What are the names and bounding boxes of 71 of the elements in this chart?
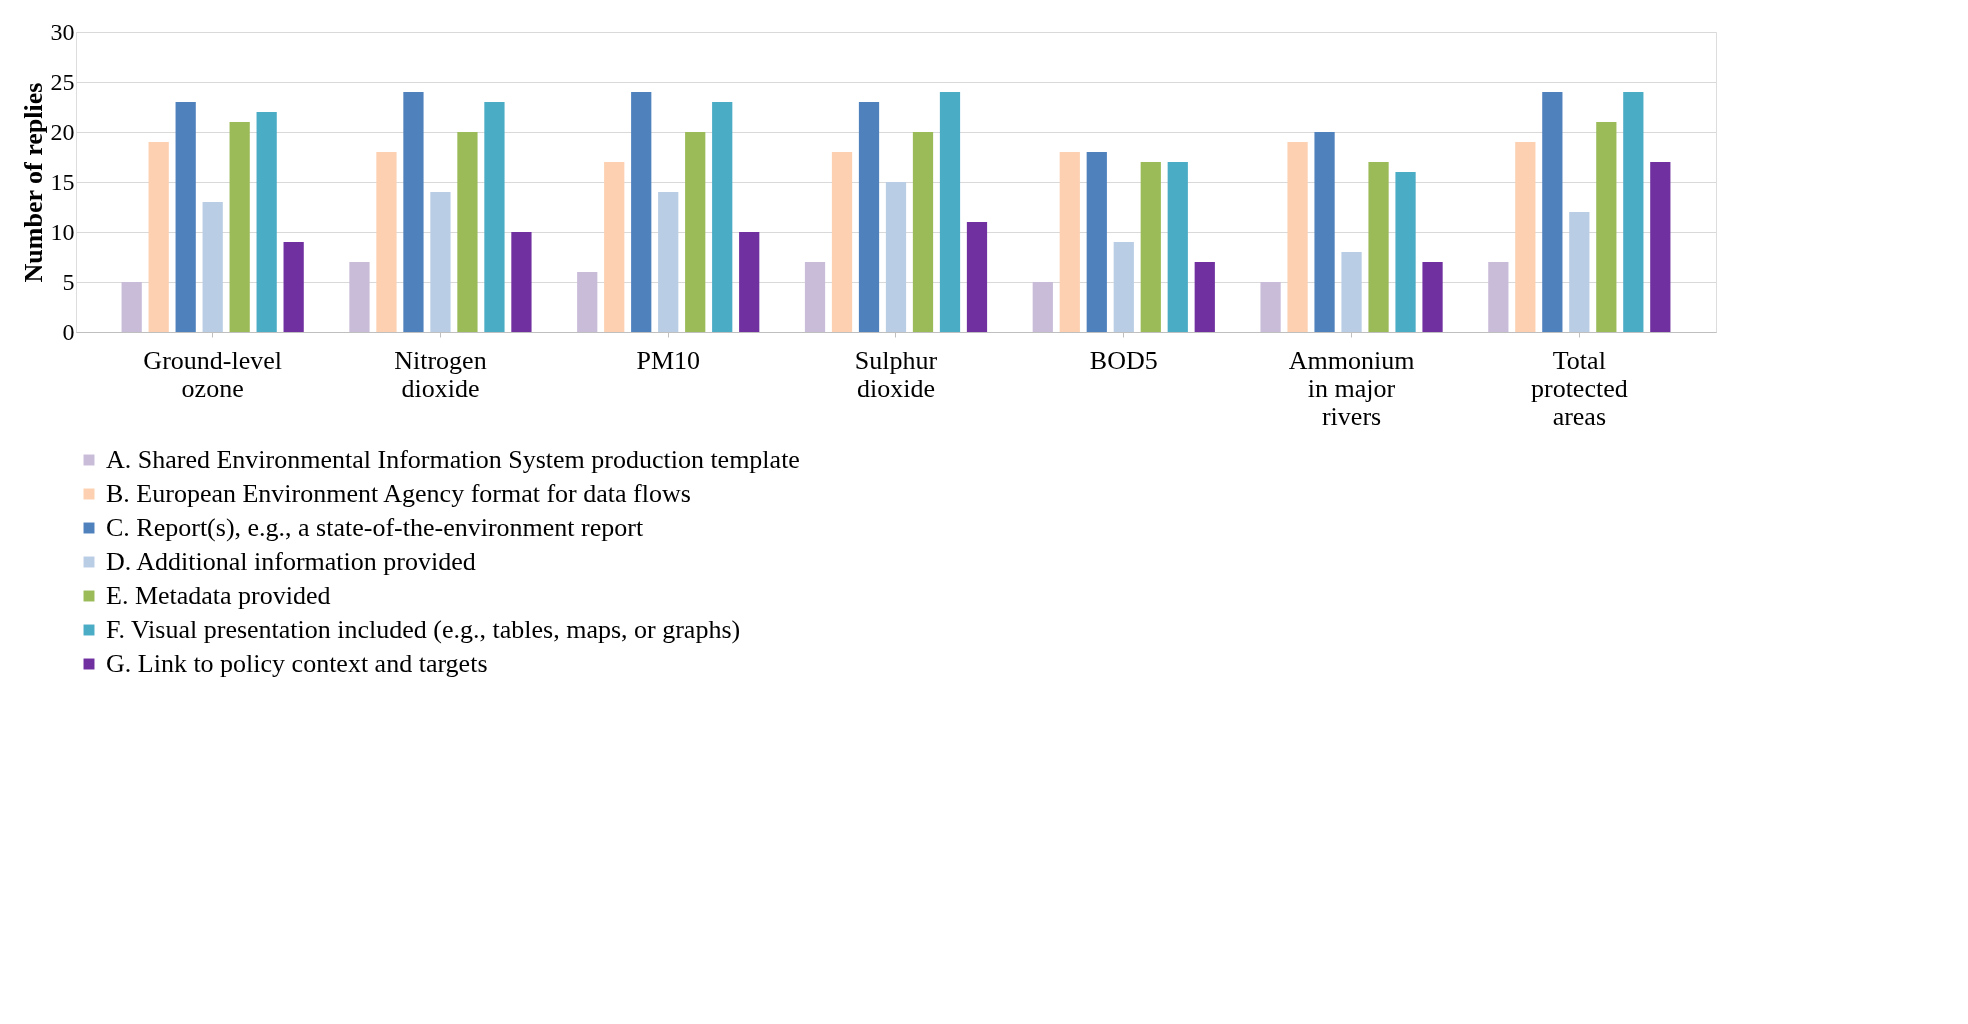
legend-label: E. Metadata provided: [106, 581, 331, 610]
bar: [1542, 92, 1563, 332]
bar: [1422, 262, 1443, 332]
bar: [1314, 132, 1335, 332]
y-tick-label: 0: [62, 318, 75, 345]
bar: [1260, 282, 1281, 332]
legend-label: G. Link to policy context and targets: [106, 649, 488, 678]
y-tick-label: 10: [50, 218, 75, 245]
bar: [658, 192, 679, 332]
bar: [175, 102, 196, 332]
bar: [1596, 122, 1617, 332]
bar: [511, 232, 532, 332]
x-tick-label: Ground-level ozone: [143, 345, 282, 403]
x-tick-label: Total protected areas: [1530, 345, 1628, 431]
legend-label: D. Additional information provided: [106, 547, 476, 576]
bar: [1086, 152, 1107, 332]
bar: [1569, 212, 1590, 332]
legend-label: A. Shared Environmental Information System production template: [106, 445, 800, 474]
bar: [283, 242, 304, 332]
bar: [804, 262, 826, 332]
bar: [349, 262, 370, 332]
y-tick-label: 20: [50, 118, 75, 145]
bar: [1140, 162, 1161, 332]
bar: [457, 132, 478, 332]
legend-label: C. Report(s), e.g., a state-of-the-environment report: [106, 513, 644, 542]
bar: [202, 202, 223, 332]
bar: [121, 282, 142, 332]
bar: [1368, 162, 1389, 332]
bar: [1113, 242, 1134, 332]
bar: [604, 162, 625, 332]
y-tick-label: 5: [62, 268, 75, 295]
bar: [739, 232, 760, 332]
bar: [1623, 92, 1644, 332]
bar: [256, 112, 277, 332]
bar: [229, 122, 250, 332]
bar: [831, 152, 853, 332]
bar: [1287, 142, 1308, 332]
bar: [1059, 152, 1080, 332]
bar: [577, 272, 598, 332]
legend-label: F. Visual presentation included (e.g., tables, maps, or graphs): [106, 615, 741, 644]
bar: [912, 132, 934, 332]
bar: [858, 102, 880, 332]
bar: [376, 152, 397, 332]
bar: [939, 92, 961, 332]
bar: [430, 192, 451, 332]
y-tick-label: 15: [50, 168, 75, 195]
bar: [631, 92, 652, 332]
y-tick-label: 25: [50, 68, 75, 95]
x-tick-label: PM10: [636, 345, 701, 375]
bar: [1167, 162, 1188, 332]
bar: [1395, 172, 1416, 332]
bar: [1650, 162, 1671, 332]
bar: [966, 222, 988, 332]
bar: [1341, 252, 1362, 332]
bar: [1515, 142, 1536, 332]
y-tick-label: 30: [50, 18, 75, 45]
x-tick-label: Nitrogen dioxide: [394, 345, 487, 403]
bar: [148, 142, 169, 332]
bar: [885, 182, 907, 332]
bar: [403, 92, 424, 332]
bar: [484, 102, 505, 332]
x-tick-label: Sulphur dioxide: [854, 345, 938, 403]
bar: [1032, 282, 1053, 332]
x-tick-label: Ammonium in major rivers: [1288, 345, 1415, 431]
y-axis-title: Number of replies: [18, 82, 48, 283]
x-tick-label: BOD5: [1089, 345, 1158, 375]
bar: [712, 102, 733, 332]
bar: [685, 132, 706, 332]
bar: [1488, 262, 1509, 332]
bar: [1194, 262, 1215, 332]
legend-label: B. European Environment Agency format for data flows: [106, 479, 691, 508]
